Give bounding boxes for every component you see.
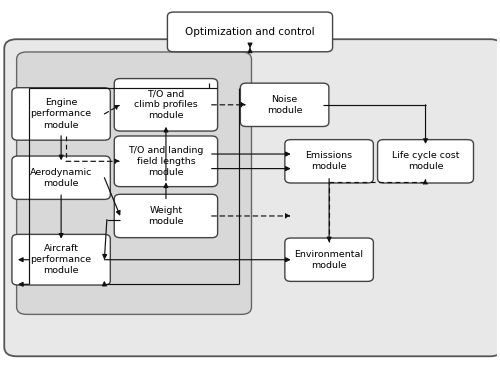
FancyBboxPatch shape xyxy=(114,136,218,186)
FancyBboxPatch shape xyxy=(4,39,500,356)
Text: Noise
module: Noise module xyxy=(267,95,302,115)
FancyBboxPatch shape xyxy=(12,88,110,140)
FancyBboxPatch shape xyxy=(285,139,374,183)
Text: Emissions
module: Emissions module xyxy=(306,151,352,171)
FancyBboxPatch shape xyxy=(378,139,474,183)
Text: Aerodynamic
module: Aerodynamic module xyxy=(30,168,92,188)
FancyBboxPatch shape xyxy=(168,12,332,52)
Text: Life cycle cost
module: Life cycle cost module xyxy=(392,151,460,171)
FancyBboxPatch shape xyxy=(285,238,374,282)
Text: Optimization and control: Optimization and control xyxy=(185,27,315,37)
FancyBboxPatch shape xyxy=(16,52,252,314)
Text: Environmental
module: Environmental module xyxy=(294,250,364,270)
FancyBboxPatch shape xyxy=(12,234,110,285)
FancyBboxPatch shape xyxy=(114,78,218,131)
Text: Engine
performance
module: Engine performance module xyxy=(30,98,92,130)
Text: Aircraft
performance
module: Aircraft performance module xyxy=(30,244,92,275)
Text: T/O and
climb profiles
module: T/O and climb profiles module xyxy=(134,89,198,120)
Text: T/O and landing
field lengths
module: T/O and landing field lengths module xyxy=(128,146,204,177)
Text: Weight
module: Weight module xyxy=(148,206,184,226)
FancyBboxPatch shape xyxy=(240,83,329,127)
FancyBboxPatch shape xyxy=(114,194,218,238)
FancyBboxPatch shape xyxy=(12,156,110,199)
